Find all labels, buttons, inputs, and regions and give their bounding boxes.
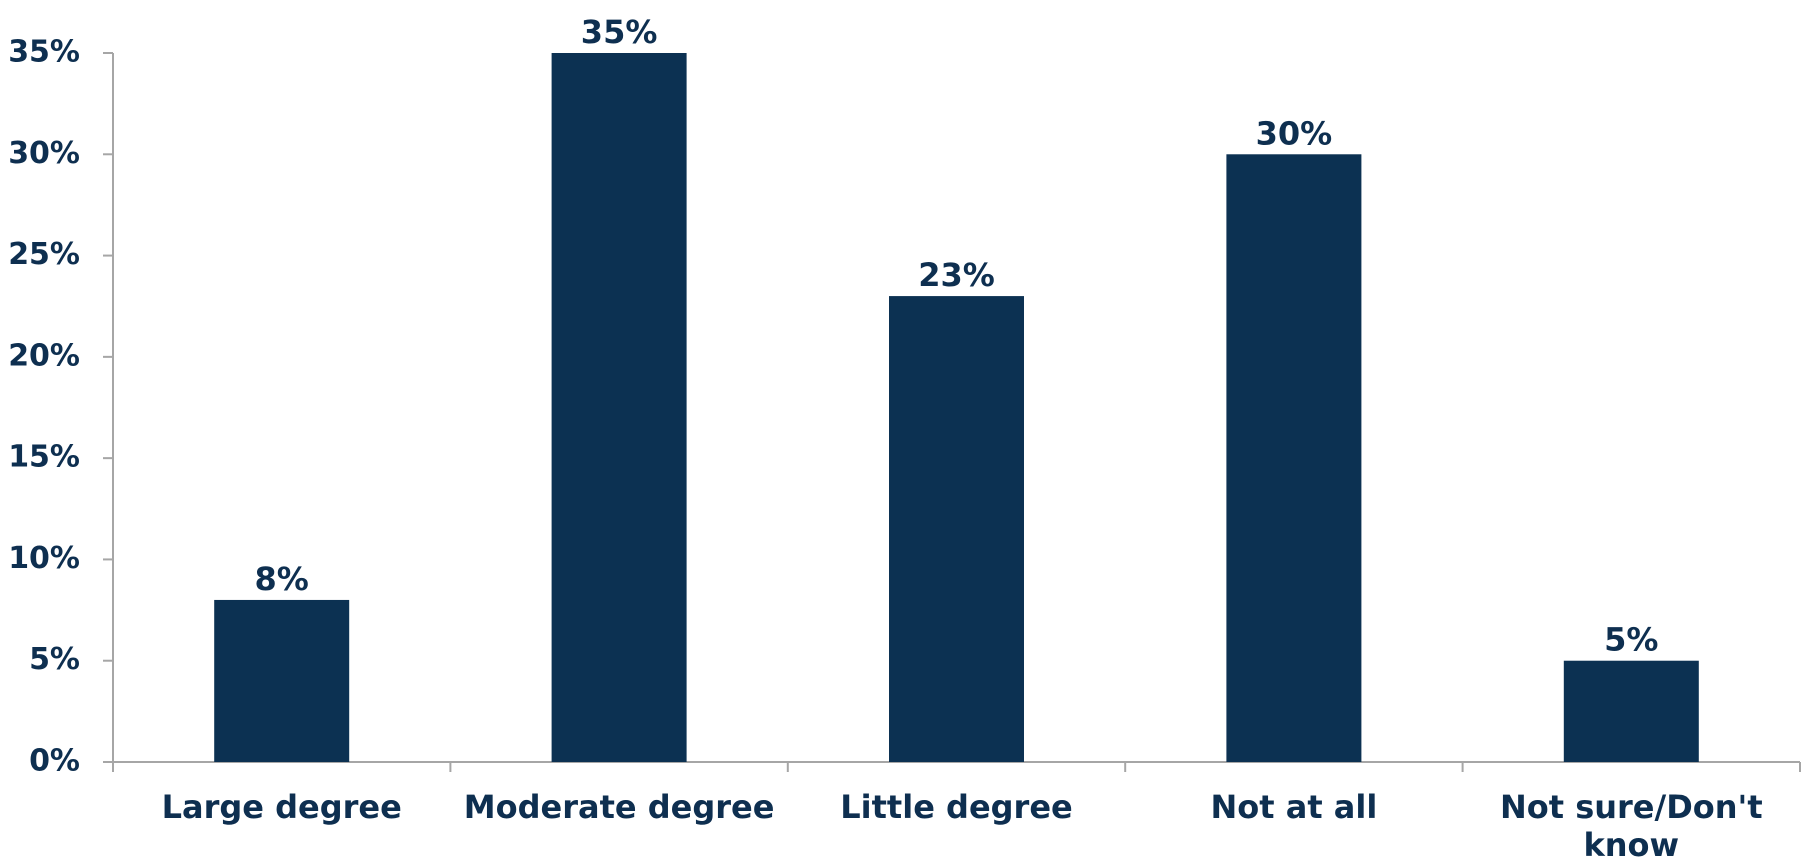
y-axis: 0% 5% 10% 15% 20% 25% 30% 35% xyxy=(8,35,114,779)
bar xyxy=(1226,154,1362,763)
x-tick-label-line: Not sure/Don't xyxy=(1500,788,1763,826)
x-tick-label-line: Large degree xyxy=(162,788,402,826)
x-tick-label: Not sure/Don't know xyxy=(1500,788,1763,864)
x-tick-label: Moderate degree xyxy=(464,788,775,826)
x-tick-label: Large degree xyxy=(162,788,402,826)
bars xyxy=(214,53,1699,763)
x-tick-label: Not at all xyxy=(1211,788,1378,826)
data-label: 35% xyxy=(581,13,658,51)
y-tick-label: 30% xyxy=(8,136,80,171)
bar xyxy=(214,599,350,762)
y-tick-label: 5% xyxy=(29,642,80,677)
y-tick-label: 20% xyxy=(8,338,80,373)
x-axis: Large degree Moderate degree Little degree… xyxy=(112,761,1801,864)
data-label: 8% xyxy=(255,560,309,598)
x-tick-label-line: Moderate degree xyxy=(464,788,775,826)
y-tick-label: 15% xyxy=(8,440,80,475)
data-label: 5% xyxy=(1604,621,1658,659)
data-label: 23% xyxy=(918,256,995,294)
y-tick-label: 35% xyxy=(8,35,80,70)
data-label: 30% xyxy=(1256,114,1333,152)
x-tick-label-line: know xyxy=(1583,826,1679,864)
y-tick-label: 0% xyxy=(29,744,80,779)
bar xyxy=(551,53,687,762)
x-tick-label-line: Little degree xyxy=(840,788,1072,826)
x-tick-label-line: Not at all xyxy=(1211,788,1378,826)
y-tick-label: 25% xyxy=(8,237,80,272)
bar xyxy=(889,296,1024,762)
x-tick-label: Little degree xyxy=(840,788,1072,826)
y-tick-label: 10% xyxy=(8,541,80,576)
bar xyxy=(1563,660,1699,762)
data-labels: 8% 35% 23% 30% 5% xyxy=(255,13,1659,659)
